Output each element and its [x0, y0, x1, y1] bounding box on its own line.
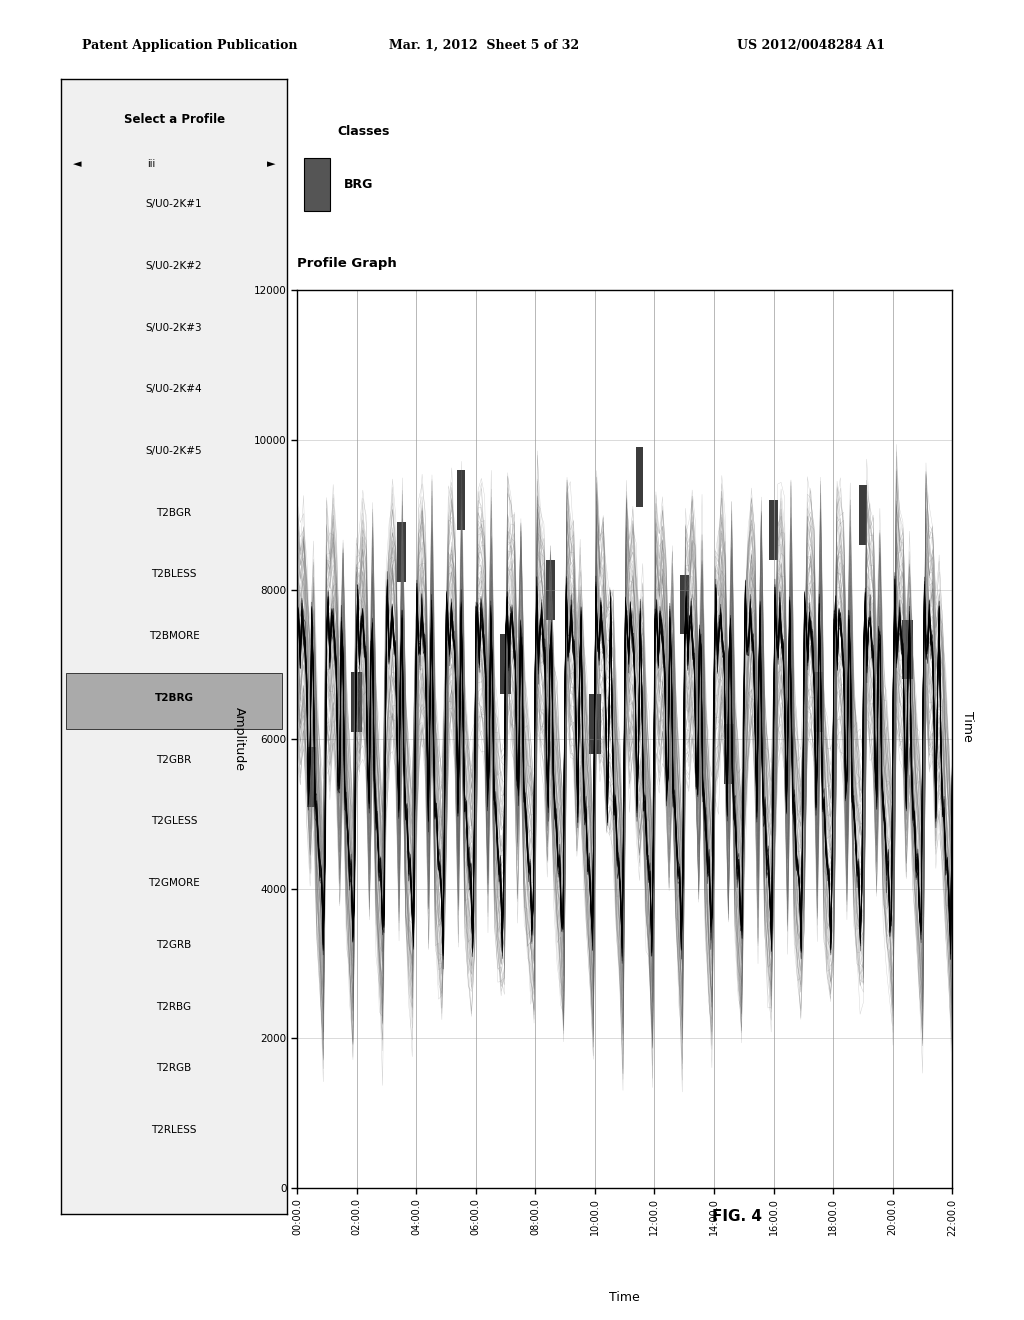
Bar — [307, 747, 316, 807]
Bar — [636, 447, 643, 507]
Text: T2BGR: T2BGR — [157, 508, 191, 517]
FancyBboxPatch shape — [66, 673, 283, 729]
Bar — [589, 694, 601, 754]
Bar — [859, 484, 866, 545]
Text: T2BMORE: T2BMORE — [148, 631, 200, 642]
Y-axis label: Amplitude: Amplitude — [232, 708, 246, 771]
Text: S/U0-2K#3: S/U0-2K#3 — [145, 322, 203, 333]
Bar — [546, 560, 555, 619]
Text: iii: iii — [147, 160, 156, 169]
Bar — [902, 619, 912, 680]
Text: S/U0-2K#2: S/U0-2K#2 — [145, 261, 203, 271]
Text: S/U0-2K#5: S/U0-2K#5 — [145, 446, 203, 455]
Text: Patent Application Publication: Patent Application Publication — [82, 38, 297, 51]
Bar — [350, 672, 362, 731]
Text: US 2012/0048284 A1: US 2012/0048284 A1 — [737, 38, 886, 51]
Text: BRG: BRG — [343, 178, 373, 191]
Text: T2BRG: T2BRG — [155, 693, 194, 702]
Text: T2GLESS: T2GLESS — [151, 816, 198, 826]
Text: T2BLESS: T2BLESS — [152, 569, 197, 579]
FancyBboxPatch shape — [303, 158, 330, 211]
Bar — [680, 574, 689, 635]
Text: S/U0-2K#4: S/U0-2K#4 — [145, 384, 203, 395]
Text: T2RBG: T2RBG — [157, 1002, 191, 1011]
X-axis label: Time: Time — [609, 1291, 640, 1304]
Text: T2GMORE: T2GMORE — [148, 878, 200, 888]
Text: S/U0-2K#1: S/U0-2K#1 — [145, 199, 203, 209]
Text: Classes: Classes — [337, 125, 390, 139]
Bar — [724, 725, 734, 784]
Text: Mar. 1, 2012  Sheet 5 of 32: Mar. 1, 2012 Sheet 5 of 32 — [389, 38, 580, 51]
Bar — [457, 470, 465, 529]
Bar — [769, 500, 778, 560]
Text: T2GBR: T2GBR — [157, 755, 191, 764]
Text: FIG. 4: FIG. 4 — [713, 1209, 762, 1224]
Text: T2GRB: T2GRB — [157, 940, 191, 950]
Text: Profile Graph: Profile Graph — [297, 257, 396, 271]
Text: Select a Profile: Select a Profile — [124, 114, 224, 127]
Text: T2RGB: T2RGB — [157, 1063, 191, 1073]
Bar — [501, 635, 511, 694]
Text: T2RLESS: T2RLESS — [152, 1125, 197, 1135]
Text: ◄: ◄ — [73, 160, 81, 169]
Text: ►: ► — [267, 160, 275, 169]
Text: Time: Time — [962, 710, 974, 742]
Bar — [396, 523, 406, 582]
Bar — [814, 672, 822, 731]
